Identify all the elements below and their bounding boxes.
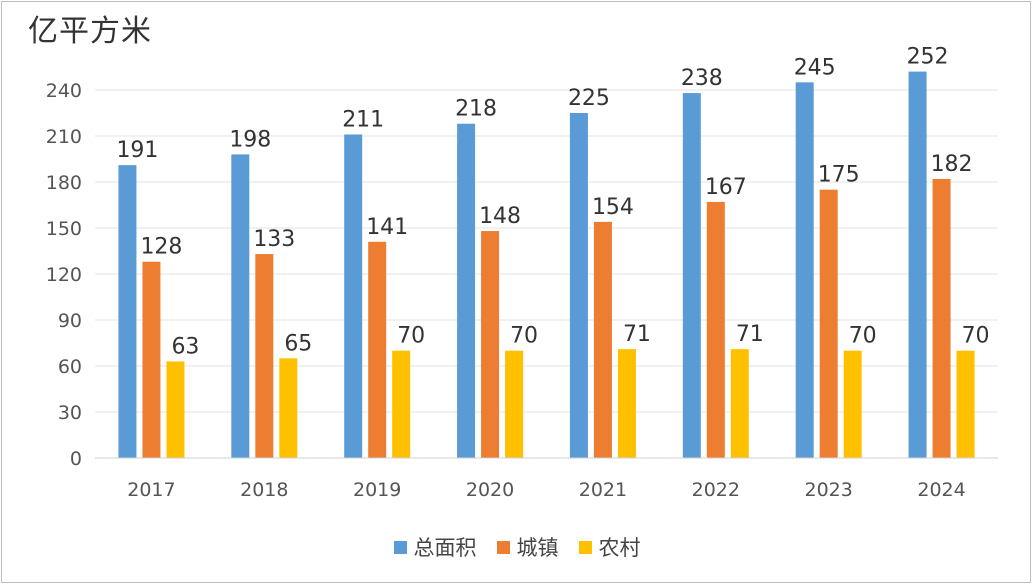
data-label-total-2017: 191: [116, 138, 158, 163]
data-label-urban-2018: 133: [253, 227, 295, 252]
bar-urban-2024: [932, 178, 951, 458]
data-label-urban-2020: 148: [479, 204, 521, 229]
bar-rural-2023: [843, 350, 862, 458]
bar-urban-2018: [255, 254, 274, 458]
bar-urban-2022: [706, 201, 725, 458]
data-label-rural-2017: 63: [171, 334, 199, 359]
data-label-total-2023: 245: [794, 55, 836, 80]
bar-total-2020: [457, 123, 476, 458]
legend-swatch-rural: [578, 540, 592, 554]
bar-urban-2021: [593, 221, 612, 458]
data-label-urban-2024: 182: [931, 152, 973, 177]
bar-total-2023: [795, 82, 814, 458]
y-tick-label-0: 0: [70, 448, 82, 470]
data-label-rural-2019: 70: [397, 324, 425, 349]
x-tick-label-2024: 2024: [917, 479, 965, 501]
data-label-total-2022: 238: [681, 66, 723, 91]
bar-urban-2019: [368, 241, 387, 458]
legend-swatch-urban: [496, 540, 510, 554]
y-axis-ticks: 0 30 60 90 120 150 180 210 240: [46, 80, 82, 470]
bar-total-2022: [682, 93, 701, 459]
legend-item-rural: 农村: [578, 532, 641, 562]
data-label-total-2018: 198: [229, 127, 271, 152]
legend-swatch-total: [393, 540, 407, 554]
data-label-total-2020: 218: [455, 97, 497, 122]
legend-label-rural: 农村: [598, 536, 641, 560]
y-tick-label-150: 150: [46, 218, 82, 240]
data-label-urban-2019: 141: [366, 215, 408, 240]
y-tick-label-30: 30: [58, 402, 82, 424]
y-tick-label-60: 60: [58, 356, 82, 378]
bar-urban-2017: [142, 261, 161, 458]
legend-item-urban: 城镇: [496, 532, 559, 562]
bar-rural-2024: [956, 350, 975, 458]
bar-rural-2020: [505, 350, 524, 458]
data-label-rural-2022: 71: [736, 322, 764, 347]
x-tick-label-2017: 2017: [127, 479, 175, 501]
data-label-rural-2020: 70: [510, 324, 538, 349]
x-tick-label-2023: 2023: [805, 479, 853, 501]
data-label-rural-2021: 71: [623, 322, 651, 347]
data-label-urban-2023: 175: [818, 163, 860, 188]
x-tick-label-2018: 2018: [240, 479, 288, 501]
x-tick-label-2020: 2020: [466, 479, 514, 501]
bar-rural-2021: [617, 349, 636, 458]
bar-total-2024: [908, 71, 927, 458]
y-axis-unit-title: 亿平方米: [28, 14, 152, 49]
data-label-urban-2022: 167: [705, 175, 747, 200]
y-tick-label-240: 240: [46, 80, 82, 102]
bar-rural-2022: [730, 349, 749, 458]
y-tick-label-90: 90: [58, 310, 82, 332]
bar-urban-2023: [819, 189, 838, 458]
data-label-total-2024: 252: [907, 45, 949, 70]
data-label-rural-2018: 65: [284, 331, 312, 356]
legend: 总面积 城镇 农村: [0, 532, 1034, 562]
data-label-rural-2023: 70: [849, 324, 877, 349]
x-tick-label-2021: 2021: [579, 479, 627, 501]
bar-total-2018: [231, 154, 250, 458]
legend-label-total: 总面积: [413, 536, 477, 560]
bar-rural-2019: [392, 350, 411, 458]
data-label-total-2021: 225: [568, 86, 610, 111]
legend-item-total: 总面积: [393, 532, 477, 562]
x-tick-label-2022: 2022: [692, 479, 740, 501]
data-label-urban-2021: 154: [592, 195, 634, 220]
bar-rural-2018: [279, 358, 298, 458]
x-tick-label-2019: 2019: [353, 479, 401, 501]
bar-total-2021: [569, 113, 588, 458]
y-tick-label-210: 210: [46, 126, 82, 148]
data-label-urban-2017: 128: [140, 235, 182, 260]
legend-label-urban: 城镇: [516, 536, 559, 560]
y-tick-label-180: 180: [46, 172, 82, 194]
bar-rural-2017: [166, 361, 185, 458]
bars: [118, 71, 975, 459]
data-label-total-2019: 211: [342, 107, 384, 132]
bar-total-2019: [344, 134, 363, 458]
data-labels: 191 128 63 198 133 65 211 141 70 218 148 70 225 154 71…: [116, 45, 989, 360]
bar-urban-2020: [481, 231, 500, 458]
data-label-rural-2024: 70: [962, 324, 990, 349]
x-axis-ticks: 2017 2018 2019 2020 2021 2022 2023 2024: [127, 479, 965, 501]
bar-total-2017: [118, 165, 137, 458]
y-tick-label-120: 120: [46, 264, 82, 286]
